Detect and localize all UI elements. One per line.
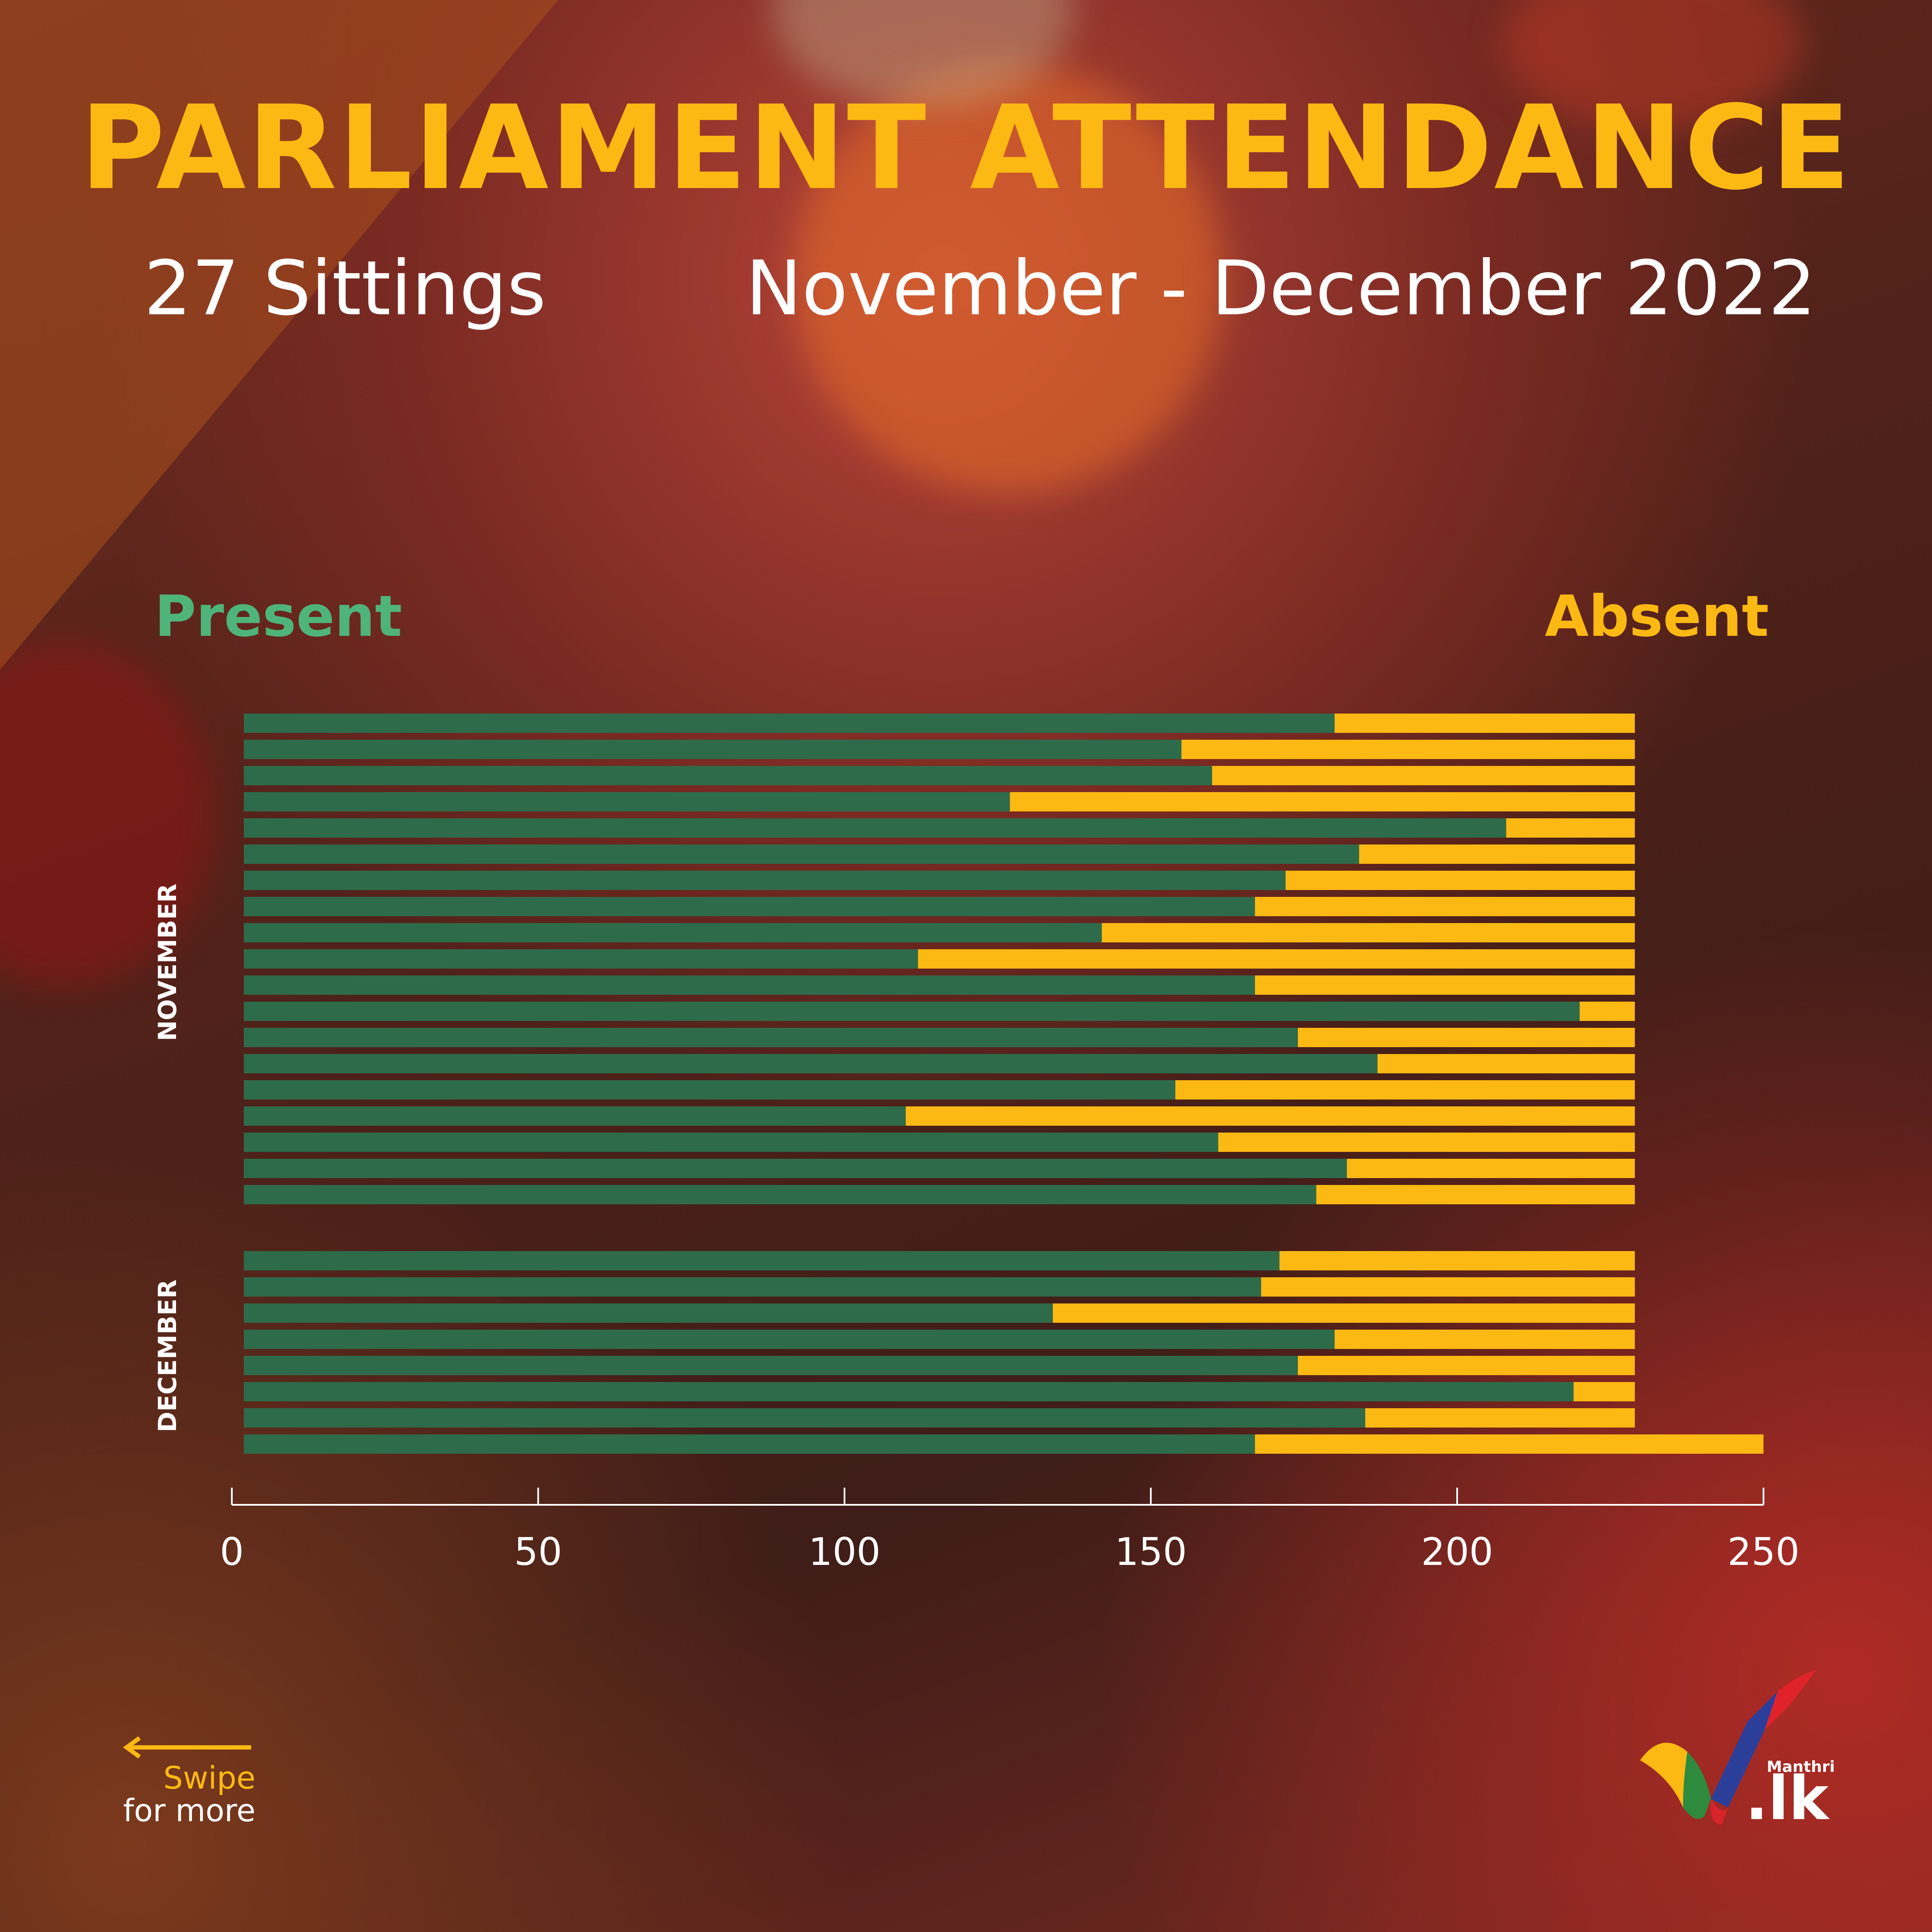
left-arrow-icon [123, 1736, 251, 1759]
bar-absent [1175, 1080, 1635, 1100]
bar-absent [905, 1106, 1635, 1126]
manthri-logo [1636, 1670, 1829, 1833]
bar-present [244, 1408, 1365, 1428]
legend-absent: Absent [1545, 583, 1769, 650]
page-title: PARLIAMENT ATTENDANCE [80, 80, 1852, 216]
legend-present: Present [155, 583, 402, 650]
bar-absent [918, 949, 1635, 969]
group-label: DECEMBER [153, 1279, 182, 1432]
bar-absent [1285, 871, 1635, 890]
bar-absent [1347, 1159, 1635, 1178]
bar-present [244, 1251, 1280, 1270]
bar-present [244, 766, 1212, 785]
corner-triangle [0, 0, 558, 670]
sittings-count: 27 Sittings [144, 245, 547, 332]
bar-present [244, 844, 1359, 864]
x-tick-label: 150 [1115, 1530, 1187, 1574]
bar-absent [1212, 766, 1635, 785]
bar-present [244, 1106, 906, 1126]
bar-present [244, 1303, 1053, 1323]
x-tick-label: 250 [1728, 1530, 1800, 1574]
bar-absent [1297, 1356, 1635, 1375]
bar-present [244, 1277, 1261, 1297]
checkmark-logo-icon [1640, 1670, 1816, 1825]
bar-absent [1255, 1434, 1764, 1454]
bar-present [244, 792, 1010, 811]
bar-present [244, 897, 1255, 916]
group-label: NOVEMBER [153, 884, 182, 1041]
for-more-label: for more [123, 1792, 255, 1829]
date-range: November - December 2022 [745, 245, 1816, 332]
bar-present [244, 1185, 1316, 1204]
bar-present [244, 1054, 1378, 1073]
bar-present [244, 949, 918, 969]
bar-present [244, 1002, 1580, 1021]
bar-present [244, 1330, 1335, 1349]
bar-present [244, 1434, 1255, 1454]
bar-present [244, 1382, 1574, 1401]
swipe-hint: Swipe for more [114, 1735, 255, 1827]
x-tick-label: 0 [220, 1530, 244, 1574]
bar-absent [1181, 740, 1635, 759]
bar-present [244, 714, 1335, 733]
x-tick-label: 50 [514, 1530, 562, 1574]
bar-absent [1574, 1382, 1635, 1401]
bokeh-light [794, 64, 1224, 494]
bar-absent [1316, 1185, 1635, 1204]
bar-present [244, 1159, 1347, 1178]
bar-absent [1297, 1028, 1635, 1047]
bar-present [244, 1028, 1298, 1047]
bar-present [244, 1133, 1218, 1152]
bar-present [244, 923, 1102, 942]
swipe-label: Swipe [163, 1760, 255, 1796]
bar-absent [1261, 1277, 1635, 1297]
bar-absent [1010, 792, 1635, 811]
bar-present [244, 1080, 1176, 1100]
bar-present [244, 975, 1255, 995]
logo-text-small: Manthri [1767, 1758, 1835, 1776]
bar-absent [1506, 818, 1635, 838]
bar-absent [1255, 975, 1635, 995]
bar-present [244, 818, 1507, 838]
bar-absent [1255, 897, 1635, 916]
bar-absent [1218, 1133, 1635, 1152]
x-tick-label: 100 [808, 1530, 881, 1574]
bar-absent [1279, 1251, 1635, 1270]
logo-text-domain: .lk [1745, 1764, 1829, 1834]
bar-absent [1377, 1054, 1635, 1073]
bar-absent [1365, 1408, 1635, 1428]
bar-present [244, 740, 1182, 759]
x-tick-label: 200 [1421, 1530, 1493, 1574]
bar-absent [1053, 1303, 1635, 1323]
bar-absent [1334, 714, 1635, 733]
bar-absent [1102, 923, 1635, 942]
bar-present [244, 1356, 1298, 1375]
bar-absent [1334, 1330, 1635, 1349]
bar-absent [1580, 1002, 1635, 1021]
bar-present [244, 871, 1286, 890]
bar-absent [1359, 844, 1635, 864]
